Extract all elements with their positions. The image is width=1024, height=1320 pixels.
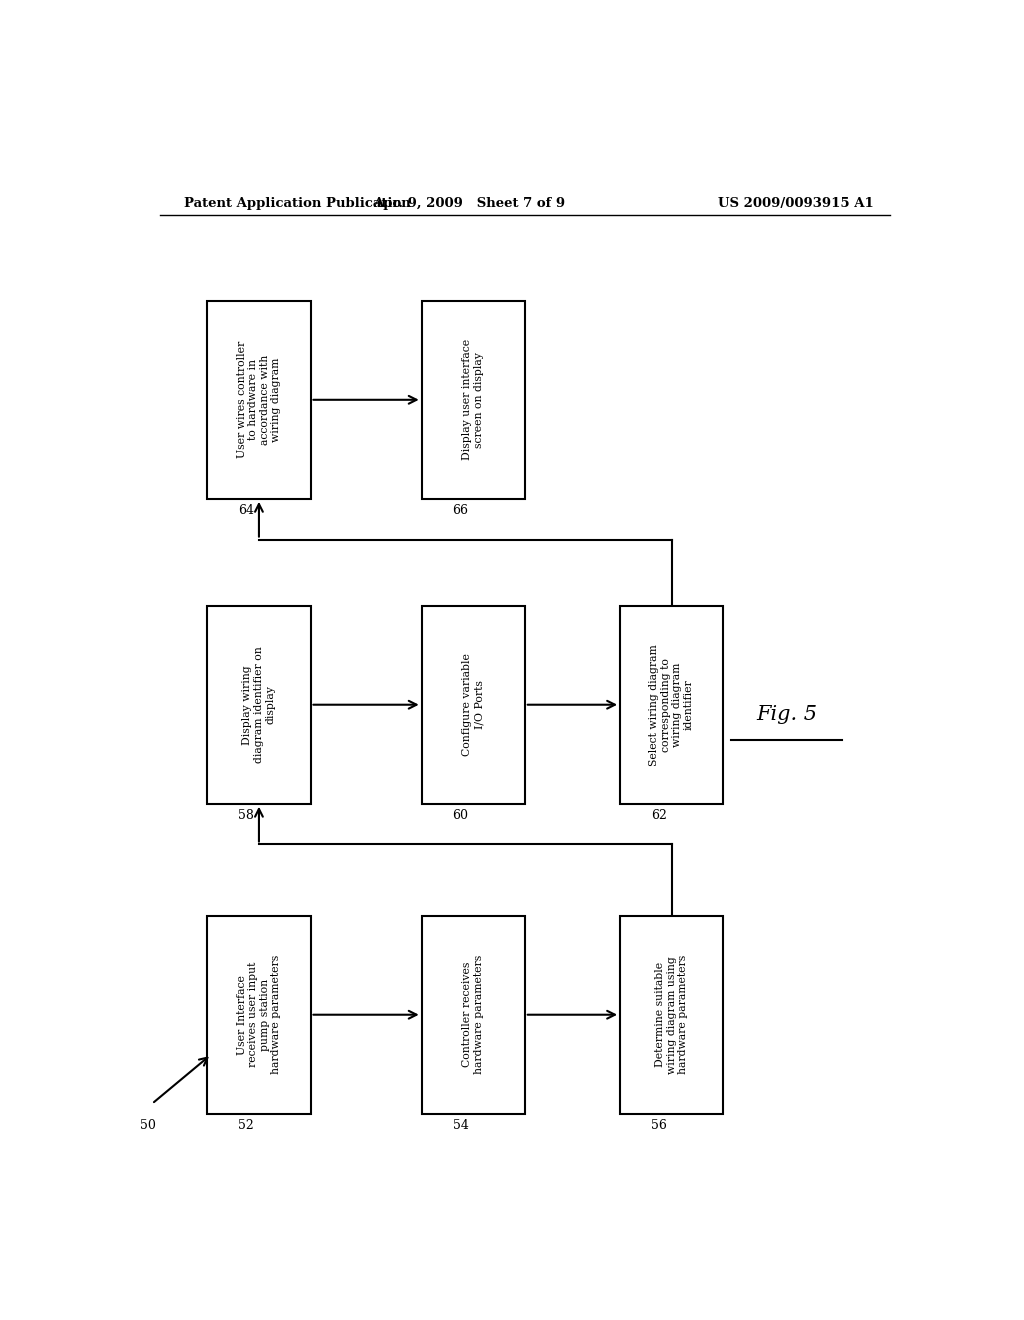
Text: 62: 62: [651, 809, 667, 822]
Text: User Interface
receives user input
pump station
hardware parameters: User Interface receives user input pump …: [237, 956, 282, 1074]
Text: Determine suitable
wiring diagram using
hardware parameters: Determine suitable wiring diagram using …: [655, 956, 688, 1074]
Bar: [422, 606, 524, 804]
Text: 66: 66: [453, 504, 469, 517]
Text: 50: 50: [140, 1119, 156, 1131]
Bar: [422, 916, 524, 1114]
Text: US 2009/0093915 A1: US 2009/0093915 A1: [718, 197, 873, 210]
Bar: [620, 916, 723, 1114]
Text: 60: 60: [453, 809, 469, 822]
Text: Fig. 5: Fig. 5: [756, 705, 817, 725]
Text: 58: 58: [239, 809, 254, 822]
Bar: [620, 606, 723, 804]
Text: Controller receives
hardware parameters: Controller receives hardware parameters: [463, 956, 484, 1074]
Bar: [207, 916, 310, 1114]
Text: Patent Application Publication: Patent Application Publication: [183, 197, 411, 210]
Bar: [207, 606, 310, 804]
Text: 56: 56: [651, 1119, 667, 1131]
Bar: [422, 301, 524, 499]
Text: Select wiring diagram
corresponding to
wiring diagram
identifier: Select wiring diagram corresponding to w…: [649, 644, 694, 766]
Text: 64: 64: [239, 504, 254, 517]
Text: Configure variable
I/O Ports: Configure variable I/O Ports: [463, 653, 484, 756]
Text: User wires controller
to hardware in
accordance with
wiring diagram: User wires controller to hardware in acc…: [237, 341, 282, 458]
Text: Display user interface
screen on display: Display user interface screen on display: [463, 339, 484, 461]
Bar: [207, 301, 310, 499]
Text: 52: 52: [239, 1119, 254, 1131]
Text: Apr. 9, 2009   Sheet 7 of 9: Apr. 9, 2009 Sheet 7 of 9: [373, 197, 565, 210]
Text: 54: 54: [453, 1119, 468, 1131]
Text: Display wiring
diagram identifier on
display: Display wiring diagram identifier on dis…: [243, 647, 275, 763]
